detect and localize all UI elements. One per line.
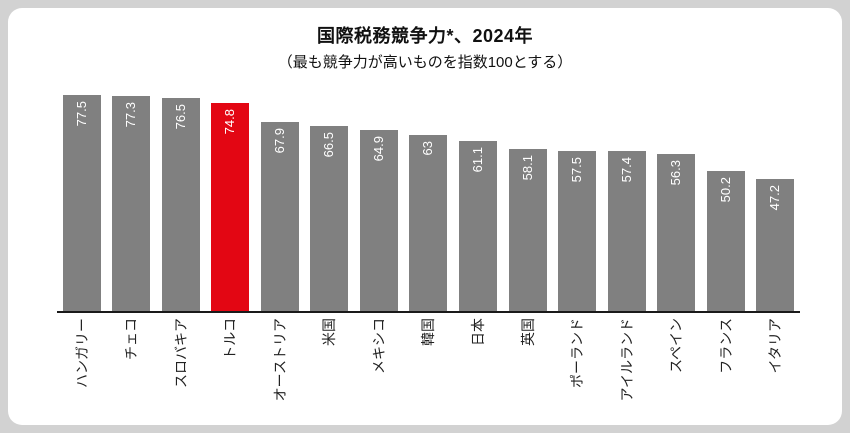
x-axis-label-cell: ポーランド — [552, 318, 602, 422]
x-axis-label: アイルランド — [618, 318, 635, 402]
bar-value-label: 47.2 — [767, 185, 783, 211]
x-axis-label: メキシコ — [370, 318, 387, 374]
x-axis-label: 韓国 — [420, 318, 437, 346]
x-axis-label-cell: スペイン — [651, 318, 701, 422]
x-axis-label: トルコ — [222, 318, 239, 360]
bar-value-label: 57.5 — [569, 156, 585, 183]
bar-value-label: 56.3 — [668, 160, 684, 186]
bar: 61.1 — [459, 140, 498, 311]
bar: 58.1 — [508, 149, 547, 311]
x-axis-label: イタリア — [767, 318, 784, 374]
bar-value-label: 64.9 — [370, 136, 386, 162]
bar: 77.5 — [62, 95, 101, 311]
bar: 63 — [409, 135, 448, 311]
chart-subtitle: （最も競争力が高いものを指数100とする） — [277, 54, 573, 71]
bar-value-label: 77.3 — [123, 101, 139, 127]
bar: 47.2 — [756, 179, 795, 311]
x-axis-label-cell: イタリア — [750, 318, 800, 422]
plot-area: 77.5 77.3 76.5 74.8 67.9 66.5 64.9 63 61.1 58.1 57… — [57, 95, 800, 422]
x-axis-label-cell: チェコ — [107, 318, 157, 422]
bar: 50.2 — [706, 171, 745, 311]
chart-title: 国際税務競争力*、2024年 — [316, 26, 534, 46]
bar: 56.3 — [657, 154, 696, 311]
x-axis-label-cell: 日本 — [453, 318, 503, 422]
bar: 76.5 — [161, 97, 200, 311]
bar-value-label: 58.1 — [519, 155, 535, 181]
bars-container: 77.5 77.3 76.5 74.8 67.9 66.5 64.9 63 61.1 58.1 57… — [57, 95, 800, 313]
x-axis-label: チェコ — [123, 318, 140, 360]
x-axis-label-cell: トルコ — [206, 318, 256, 422]
bar: 57.5 — [558, 150, 597, 311]
bar-value-label: 66.5 — [321, 131, 337, 158]
bar-value-label: 74.8 — [222, 108, 238, 134]
x-axis-label-cell: ハンガリー — [57, 318, 107, 422]
x-axis-label-cell: 韓国 — [404, 318, 454, 422]
x-axis-label-cell: フランス — [701, 318, 751, 422]
bar-value-label: 63 — [420, 141, 436, 156]
x-axis-label-cell: オーストリア — [255, 318, 305, 422]
x-axis-label: ポーランド — [569, 318, 586, 388]
x-axis-label: 米国 — [321, 318, 338, 346]
x-axis-label-cell: 英国 — [503, 318, 553, 422]
x-axis-label-cell: メキシコ — [354, 318, 404, 422]
x-axis-label: ハンガリー — [73, 318, 90, 388]
x-axis-label: 英国 — [519, 318, 536, 346]
bar-value-label: 67.9 — [271, 127, 287, 154]
x-axis-label-cell: アイルランド — [602, 318, 652, 422]
bar-value-label: 77.5 — [73, 101, 89, 127]
x-axis-label: 日本 — [470, 318, 487, 346]
bar: 66.5 — [310, 125, 349, 311]
bar: 67.9 — [260, 121, 299, 311]
bar-value-label: 50.2 — [717, 177, 733, 203]
bar-value-label: 76.5 — [172, 103, 188, 130]
chart-card: 国際税務競争力*、2024年 （最も競争力が高いものを指数100とする） 77.… — [8, 8, 842, 425]
x-axis-labels: ハンガリー チェコ スロバキア トルコ オーストリア 米国 メキシコ 韓国 日本 英国 ポーランド ア… — [57, 318, 800, 422]
x-axis-label-cell: スロバキア — [156, 318, 206, 422]
bar-value-label: 57.4 — [618, 157, 634, 183]
x-axis-label: オーストリア — [271, 318, 288, 402]
bar: 77.3 — [112, 95, 151, 311]
x-axis-label: スロバキア — [172, 318, 189, 388]
bar: 64.9 — [359, 130, 398, 311]
bar-value-label: 61.1 — [470, 146, 486, 173]
x-axis-label-cell: 米国 — [305, 318, 355, 422]
bar: 57.4 — [607, 151, 646, 311]
x-axis-label: フランス — [717, 318, 734, 374]
x-axis-label: スペイン — [668, 318, 685, 374]
bar: 74.8 — [211, 102, 250, 311]
